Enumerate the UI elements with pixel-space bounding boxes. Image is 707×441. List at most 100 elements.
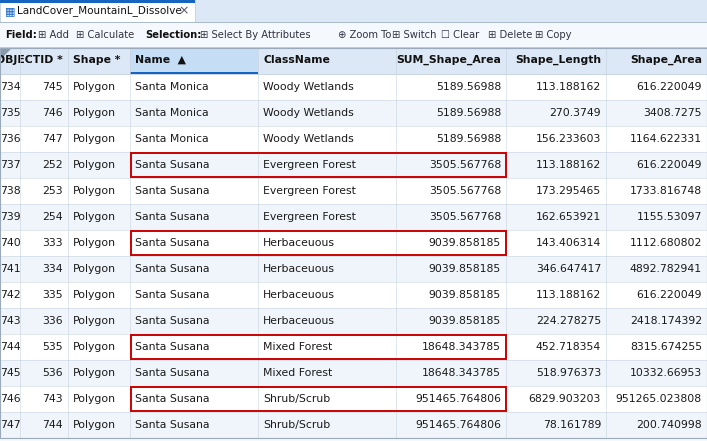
Text: Shape_Area: Shape_Area (630, 55, 702, 65)
Bar (0, 334, 707, 360)
Text: ⊞ Select By Attributes: ⊞ Select By Attributes (200, 30, 310, 40)
Text: 4892.782941: 4892.782941 (630, 264, 702, 274)
Text: 156.233603: 156.233603 (536, 134, 601, 144)
Text: Santa Susana: Santa Susana (135, 368, 209, 378)
Text: 536: 536 (42, 368, 63, 378)
Text: Name  ▲: Name ▲ (135, 55, 186, 65)
Text: Woody Wetlands: Woody Wetlands (263, 134, 354, 144)
Bar (0, 230, 707, 256)
Text: 736: 736 (0, 134, 21, 144)
Bar (0, 100, 707, 126)
Bar (131, 231, 506, 255)
Bar (0, 152, 707, 178)
Text: 744: 744 (0, 342, 21, 352)
Text: Shape_Length: Shape_Length (515, 55, 601, 65)
Text: 747: 747 (0, 420, 21, 430)
Text: 5189.56988: 5189.56988 (436, 134, 501, 144)
Text: Santa Susana: Santa Susana (135, 160, 209, 170)
Text: 3505.567768: 3505.567768 (428, 212, 501, 222)
Text: Santa Susana: Santa Susana (135, 264, 209, 274)
Bar (0, 0, 707, 22)
Text: Evergreen Forest: Evergreen Forest (263, 212, 356, 222)
Text: Polygon: Polygon (73, 342, 116, 352)
Text: 739: 739 (0, 212, 21, 222)
Bar (0, 0, 195, 3)
Text: Polygon: Polygon (73, 290, 116, 300)
Text: Polygon: Polygon (73, 394, 116, 404)
Bar (131, 153, 506, 177)
Text: 741: 741 (0, 264, 21, 274)
Text: Shrub/Scrub: Shrub/Scrub (263, 420, 330, 430)
Text: 78.161789: 78.161789 (543, 420, 601, 430)
Bar (131, 387, 506, 411)
Text: 10332.66953: 10332.66953 (630, 368, 702, 378)
Text: 143.406314: 143.406314 (536, 238, 601, 248)
Text: ClassName: ClassName (263, 55, 330, 65)
Text: 1164.622331: 1164.622331 (630, 134, 702, 144)
Text: Santa Monica: Santa Monica (135, 134, 209, 144)
Text: Polygon: Polygon (73, 316, 116, 326)
Text: Santa Susana: Santa Susana (135, 342, 209, 352)
Text: 951465.764806: 951465.764806 (415, 420, 501, 430)
Text: 951265.023808: 951265.023808 (616, 394, 702, 404)
Text: 113.188162: 113.188162 (536, 290, 601, 300)
Text: 746: 746 (42, 108, 63, 118)
Text: Evergreen Forest: Evergreen Forest (263, 160, 356, 170)
Text: 9039.858185: 9039.858185 (428, 290, 501, 300)
Text: 335: 335 (42, 290, 63, 300)
Text: Mixed Forest: Mixed Forest (263, 368, 332, 378)
Text: 951465.764806: 951465.764806 (415, 394, 501, 404)
Text: Santa Susana: Santa Susana (135, 420, 209, 430)
Text: 747: 747 (42, 134, 63, 144)
Text: 616.220049: 616.220049 (636, 160, 702, 170)
Text: 334: 334 (42, 264, 63, 274)
Text: ⊞ Delete: ⊞ Delete (488, 30, 532, 40)
Text: 18648.343785: 18648.343785 (422, 342, 501, 352)
Bar (0, 22, 707, 23)
Text: 743: 743 (42, 394, 63, 404)
Bar (0, 48, 12, 60)
Text: 745: 745 (0, 368, 21, 378)
Text: Polygon: Polygon (73, 420, 116, 430)
Text: 5189.56988: 5189.56988 (436, 82, 501, 92)
Text: Polygon: Polygon (73, 160, 116, 170)
Text: Field:: Field: (5, 30, 37, 40)
Text: 254: 254 (42, 212, 63, 222)
Text: Santa Susana: Santa Susana (135, 394, 209, 404)
Text: 2418.174392: 2418.174392 (630, 316, 702, 326)
Bar (0, 256, 707, 282)
Text: Polygon: Polygon (73, 212, 116, 222)
Text: Santa Susana: Santa Susana (135, 212, 209, 222)
Text: 5189.56988: 5189.56988 (436, 108, 501, 118)
Text: ☐ Clear: ☐ Clear (441, 30, 479, 40)
Text: 162.653921: 162.653921 (536, 212, 601, 222)
Text: 9039.858185: 9039.858185 (428, 316, 501, 326)
Text: Polygon: Polygon (73, 82, 116, 92)
Text: Selection:: Selection: (145, 30, 201, 40)
Text: 6829.903203: 6829.903203 (529, 394, 601, 404)
Bar (0, 282, 707, 308)
Text: 9039.858185: 9039.858185 (428, 238, 501, 248)
Text: ▦: ▦ (5, 6, 16, 16)
Text: Herbaceuous: Herbaceuous (263, 290, 335, 300)
Text: Shape *: Shape * (73, 55, 120, 65)
Text: ⊞ Copy: ⊞ Copy (535, 30, 571, 40)
Text: 3505.567768: 3505.567768 (428, 186, 501, 196)
Text: 173.295465: 173.295465 (536, 186, 601, 196)
Bar (131, 335, 506, 359)
Text: 616.220049: 616.220049 (636, 82, 702, 92)
Bar (0, 0, 195, 22)
Text: ⊞ Calculate: ⊞ Calculate (76, 30, 134, 40)
Text: 734: 734 (0, 82, 21, 92)
Text: Polygon: Polygon (73, 238, 116, 248)
Text: ⊞ Add: ⊞ Add (38, 30, 69, 40)
Text: ×: × (178, 4, 189, 18)
Text: 746: 746 (0, 394, 21, 404)
Bar (0, 412, 707, 438)
Text: Polygon: Polygon (73, 134, 116, 144)
Text: 113.188162: 113.188162 (536, 160, 601, 170)
Text: 1733.816748: 1733.816748 (630, 186, 702, 196)
Text: Herbaceuous: Herbaceuous (263, 238, 335, 248)
Text: Mixed Forest: Mixed Forest (263, 342, 332, 352)
Bar (0, 126, 707, 152)
